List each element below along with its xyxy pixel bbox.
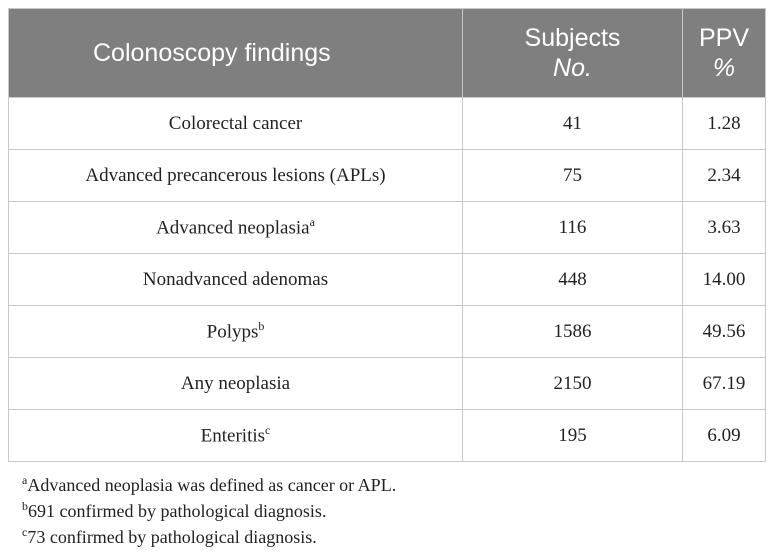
subjects-cell: 116	[462, 201, 683, 254]
ppv-cell: 67.19	[682, 357, 766, 410]
finding-cell: Polypsb	[8, 305, 463, 358]
subjects-cell: 2150	[462, 357, 683, 410]
footnote-ref: b	[258, 319, 265, 334]
subjects-value: 2150	[553, 372, 592, 394]
ppv-cell: 14.00	[682, 253, 766, 306]
finding-label: Any neoplasia	[180, 372, 291, 394]
subjects-cell: 41	[462, 97, 683, 150]
finding-cell: Any neoplasia	[8, 357, 463, 410]
subjects-cell: 1586	[462, 305, 683, 358]
finding-label: Polyps	[206, 321, 259, 343]
table-row: Any neoplasia 2150 67.19	[8, 357, 766, 410]
subjects-cell: 195	[462, 409, 683, 462]
header-row: Colonoscopy findings Subjects No. PPV%	[8, 8, 766, 98]
findings-table: Colonoscopy findings Subjects No. PPV% Colo…	[8, 8, 766, 462]
subjects-cell: 448	[462, 253, 683, 306]
finding-label: Enteritis	[200, 425, 266, 447]
ppv-cell: 3.63	[682, 201, 766, 254]
footnote-mark: b	[22, 499, 28, 513]
footnote-text: Advanced neoplasia was defined as cancer…	[27, 475, 397, 495]
subjects-value: 1586	[553, 320, 592, 342]
footnote: aAdvanced neoplasia was defined as cance…	[22, 467, 397, 495]
ppv-value: 2.34	[707, 164, 741, 186]
finding-cell: Nonadvanced adenomas	[8, 253, 463, 306]
table-row: Advanced precancerous lesions (APLs) 75 2.…	[8, 149, 766, 202]
finding-label: Advanced neoplasia	[156, 217, 310, 239]
ppv-value: 3.63	[707, 216, 741, 238]
finding-cell: Advanced precancerous lesions (APLs)	[8, 149, 463, 202]
ppv-cell: 6.09	[682, 409, 766, 462]
finding-cell: Advanced neoplasiaa	[8, 201, 463, 254]
ppv-value: 49.56	[702, 320, 746, 342]
header-subtext: No.	[553, 54, 592, 82]
finding-label: Advanced precancerous lesions (APLs)	[85, 164, 386, 186]
footnote-mark: a	[22, 473, 28, 487]
footnote: c73 confirmed by pathological diagnosis.	[22, 519, 396, 547]
ppv-value: 1.28	[707, 112, 741, 134]
table-row: Polypsb 1586 49.56	[8, 305, 766, 358]
table-row: Enteritisc 195 6.09	[8, 409, 766, 462]
ppv-cell: 49.56	[682, 305, 766, 358]
header-cell: Subjects No.	[462, 8, 683, 98]
ppv-cell: 1.28	[682, 97, 766, 150]
footnote: b691 confirmed by pathological diagnosis…	[22, 493, 396, 521]
footnote-text: 73 confirmed by pathological diagnosis.	[27, 527, 317, 547]
ppv-value: 6.09	[707, 424, 741, 446]
subjects-cell: 75	[462, 149, 683, 202]
subjects-value: 448	[558, 268, 587, 290]
header-text: Colonoscopy findings	[93, 39, 331, 67]
header-text: PPV	[698, 24, 750, 52]
finding-cell: Enteritisc	[8, 409, 463, 462]
ppv-value: 14.00	[702, 268, 746, 290]
subjects-value: 116	[558, 216, 587, 238]
ppv-cell: 2.34	[682, 149, 766, 202]
header-cell: PPV%	[682, 8, 766, 98]
table-body: Colorectal cancer 41 1.28 Advanced precance…	[8, 97, 766, 462]
table-row: Advanced neoplasiaa 116 3.63	[8, 201, 766, 254]
table-row: Colorectal cancer 41 1.28	[8, 97, 766, 150]
subjects-value: 41	[563, 112, 582, 134]
table-row: Nonadvanced adenomas 448 14.00	[8, 253, 766, 306]
footnote-ref: a	[309, 215, 315, 230]
header-text: Subjects	[524, 24, 621, 52]
finding-cell: Colorectal cancer	[8, 97, 463, 150]
ppv-value: 67.19	[702, 372, 746, 394]
finding-label: Nonadvanced adenomas	[142, 268, 329, 290]
footnote-ref: c	[265, 423, 271, 438]
header-cell: Colonoscopy findings	[8, 8, 463, 98]
finding-label: Colorectal cancer	[168, 112, 303, 134]
header-subtext: %	[712, 54, 736, 82]
footnote-mark: c	[22, 525, 28, 539]
subjects-value: 75	[563, 164, 582, 186]
subjects-value: 195	[558, 424, 587, 446]
footnote-text: 691 confirmed by pathological diagnosis.	[28, 501, 327, 521]
footnotes: aAdvanced neoplasia was defined as cance…	[22, 467, 397, 547]
